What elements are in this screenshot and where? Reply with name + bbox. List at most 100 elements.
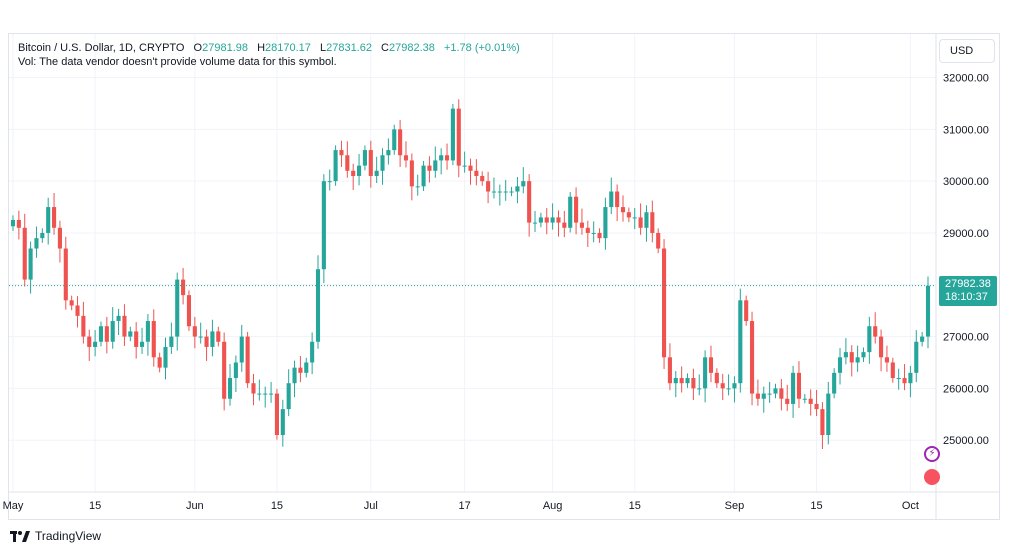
candle-body: [380, 155, 385, 171]
candle-body: [351, 170, 356, 176]
candle-body: [57, 227, 62, 249]
candle-body: [145, 321, 150, 342]
candle-body: [128, 331, 133, 337]
candle-body: [69, 300, 74, 306]
candle-body: [139, 341, 145, 347]
candle-body: [873, 326, 878, 337]
candle-body: [726, 388, 731, 390]
candle-body: [368, 150, 373, 176]
candle-body: [656, 232, 661, 249]
candle-body: [210, 331, 215, 347]
y-tick-label: 26000.00: [943, 383, 989, 395]
candle-body: [550, 217, 555, 223]
candle-body: [773, 388, 778, 394]
candle-body: [861, 352, 866, 358]
candle-body: [298, 367, 303, 373]
candle-body: [468, 165, 473, 171]
candle-body: [615, 191, 620, 208]
candle-body: [503, 191, 508, 193]
grid-lines: [9, 34, 936, 492]
x-tick-label: 15: [629, 500, 641, 512]
candle-body: [527, 181, 532, 223]
candle-body: [175, 279, 180, 337]
candle-body: [749, 321, 755, 394]
candle-body: [785, 398, 790, 404]
candle-body: [198, 336, 203, 338]
candle-body: [532, 222, 538, 224]
candle-body: [227, 378, 233, 399]
candle-body: [333, 150, 338, 182]
candle-body: [63, 248, 68, 301]
candle-body: [233, 362, 238, 379]
candle-body: [685, 378, 690, 384]
candle-body: [398, 129, 403, 156]
candle-body: [914, 341, 919, 373]
tradingview-logo-icon: [10, 530, 30, 542]
candle-body: [81, 315, 86, 337]
candle-body: [40, 232, 45, 239]
candle-body: [362, 150, 367, 166]
candle-body: [204, 336, 209, 347]
x-tick-label: 15: [89, 500, 101, 512]
candle-body: [93, 341, 98, 347]
candle-body: [920, 336, 925, 342]
candles: [9, 99, 936, 449]
x-tick-label: Oct: [902, 500, 919, 512]
y-tick-label: 25000.00: [943, 435, 989, 447]
candle-body: [779, 388, 784, 399]
close-label: C: [381, 42, 389, 54]
candle-body: [867, 326, 872, 353]
high-label: H: [257, 42, 266, 54]
x-tick-label: 17: [459, 500, 471, 512]
x-tick-label: Aug: [543, 500, 563, 512]
candle-body: [310, 341, 315, 363]
candle-body: [808, 398, 813, 404]
tradingview-logo[interactable]: TradingView: [10, 529, 101, 543]
event-flag-icon[interactable]: [924, 469, 940, 485]
candle-body: [568, 196, 573, 228]
lightning-icon[interactable]: ⚡: [924, 446, 940, 462]
candle-body: [87, 336, 92, 347]
candle-body: [826, 393, 831, 436]
candle-body: [245, 336, 250, 384]
candle-body: [46, 207, 51, 233]
candle-body: [814, 403, 819, 410]
candle-body: [632, 217, 637, 219]
candle-body: [638, 217, 643, 228]
volume-note: Vol: The data vendor doesn't provide vol…: [18, 56, 337, 68]
candle-body: [879, 336, 884, 358]
candle-body: [216, 331, 221, 342]
candle-body: [110, 321, 115, 342]
candle-body: [791, 372, 796, 404]
candle-body: [515, 186, 520, 192]
candle-body: [761, 393, 766, 399]
candle-body: [274, 393, 279, 436]
chart-legend: Bitcoin / U.S. Dollar, 1D, CRYPTO O27981…: [18, 41, 520, 69]
candle-body: [497, 191, 502, 193]
low-value: 27831.62: [326, 42, 372, 54]
ohlc-row: Bitcoin / U.S. Dollar, 1D, CRYPTO O27981…: [18, 41, 520, 55]
candle-body: [849, 352, 854, 363]
candle-body: [609, 191, 614, 208]
candle-body: [832, 372, 837, 394]
candle-body: [403, 155, 409, 161]
candle-body: [738, 300, 743, 384]
candle-body: [902, 378, 907, 384]
candle-body: [327, 181, 332, 183]
x-tick-label: 15: [271, 500, 283, 512]
candle-body: [134, 331, 139, 347]
candle-body: [427, 165, 432, 171]
price-axis: 25000.0026000.0027000.0028000.0029000.00…: [935, 34, 989, 519]
candle-body: [697, 388, 702, 390]
candle-body: [304, 362, 309, 373]
symbol-title[interactable]: Bitcoin / U.S. Dollar, 1D, CRYPTO: [18, 42, 185, 54]
candle-body: [538, 217, 543, 223]
candle-body: [339, 150, 344, 156]
candle-body: [122, 315, 127, 337]
currency-button[interactable]: USD: [939, 39, 995, 63]
candle-body: [52, 207, 57, 228]
candle-body: [292, 367, 297, 384]
candle-body: [843, 352, 848, 358]
x-tick-label: Jul: [364, 500, 378, 512]
